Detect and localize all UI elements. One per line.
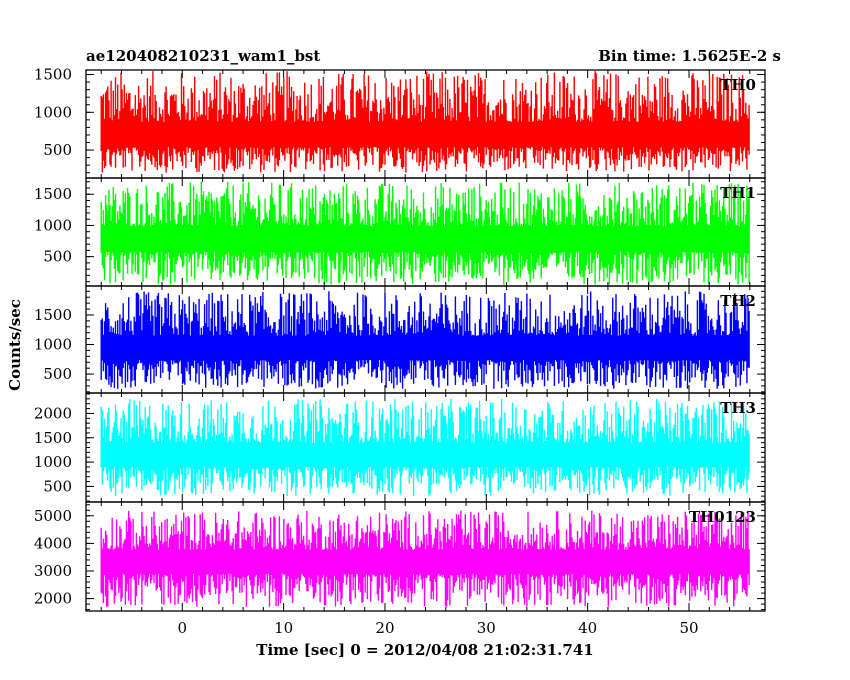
series-th0-trace [100, 71, 750, 173]
y-tick-label-th1: 500 [43, 248, 72, 266]
y-tick-label-th3: 2000 [34, 404, 72, 422]
x-tick-label: 40 [578, 619, 597, 637]
y-tick-label-th2: 500 [43, 365, 72, 383]
y-tick-label-th0123: 3000 [34, 562, 72, 580]
panel-label-th3: TH3 [720, 399, 756, 417]
y-tick-label-th0: 500 [43, 141, 72, 159]
y-tick-label-th1: 1000 [34, 216, 72, 234]
series-th0123-trace [100, 510, 750, 607]
x-tick-label: 0 [178, 619, 188, 637]
y-tick-label-th0123: 2000 [34, 590, 72, 608]
y-tick-label-th0: 1500 [34, 66, 72, 84]
x-tick-label: 30 [477, 619, 496, 637]
bin-time-label: Bin time: 1.5625E-2 s [598, 47, 781, 65]
panel-label-th0: TH0 [720, 76, 756, 94]
x-tick-label: 50 [679, 619, 698, 637]
y-tick-label-th2: 1500 [34, 306, 72, 324]
panel-label-th2: TH2 [720, 292, 756, 310]
series-th2-trace [100, 291, 750, 389]
y-tick-label-th2: 1000 [34, 336, 72, 354]
y-tick-label-th3: 1500 [34, 429, 72, 447]
x-axis-label: Time [sec] 0 = 2012/04/08 21:02:31.741 [256, 641, 593, 659]
panel-label-th0123: TH0123 [689, 508, 756, 526]
y-tick-label-th1: 1500 [34, 185, 72, 203]
y-tick-label-th3: 1000 [34, 453, 72, 471]
x-tick-label: 20 [375, 619, 394, 637]
series-th1-trace [100, 181, 750, 285]
y-tick-label-th3: 500 [43, 477, 72, 495]
y-tick-label-th0123: 4000 [34, 534, 72, 552]
y-axis-label: Counts/sec [6, 299, 24, 391]
series-th3-trace [100, 398, 750, 497]
y-tick-label-th0: 1000 [34, 103, 72, 121]
y-tick-label-th0123: 5000 [34, 507, 72, 525]
panel-label-th1: TH1 [720, 184, 756, 202]
figure-title: ae120408210231_wam1_bst [86, 47, 320, 65]
x-tick-label: 10 [274, 619, 293, 637]
